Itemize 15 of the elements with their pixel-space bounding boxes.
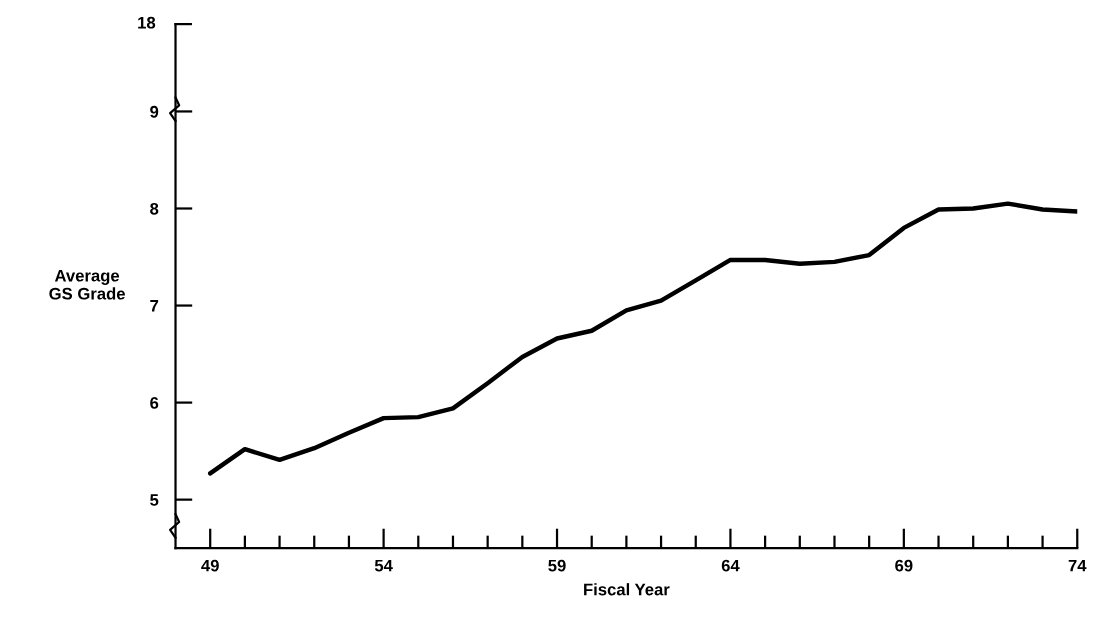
y-tick-label: 9: [150, 105, 159, 118]
y-tick-label: 7: [150, 300, 159, 312]
x-tick-label: 74: [1068, 559, 1087, 572]
x-tick-label: 49: [201, 559, 219, 572]
x-tick-label: 69: [895, 559, 913, 572]
x-tick-label: 54: [374, 559, 393, 572]
x-tick-label: 59: [548, 559, 566, 572]
line-series: [207, 201, 1078, 476]
x-tick-label: 64: [721, 559, 740, 572]
text: 18: [138, 16, 156, 29]
x-axis-title: Fiscal Year: [584, 583, 670, 596]
y-tick-label: 8: [150, 202, 159, 215]
y-axis-title: Average GS Grade: [49, 269, 125, 300]
y-tick-label: 6: [150, 396, 159, 409]
y-tick-label: 5: [150, 494, 159, 506]
